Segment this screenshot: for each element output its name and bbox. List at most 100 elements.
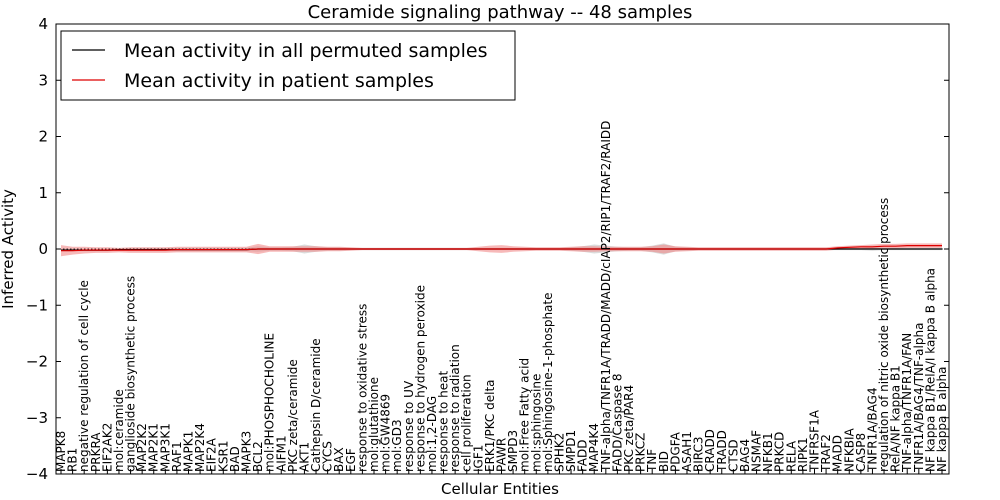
x-tick-label: mol:GD3 [390,419,404,472]
line-series-1 [61,245,942,252]
y-tick-label: 4 [38,15,48,33]
x-tick-label: TNF [645,449,659,473]
x-tick-label: RAF1 [170,441,184,472]
x-tick-label: NFKBIA [842,427,856,472]
x-tick-label: RIPK1 [796,437,810,472]
y-axis-label: Inferred Activity [0,189,17,309]
x-tick-label: response to heat [437,370,451,472]
x-tick-label: CTSD [726,439,740,472]
x-tick-label: TNFRSF1A [808,409,822,473]
x-tick-label: NF kappa B alpha [935,367,949,473]
x-tick-label: TNF-alpha/TNFR1A/FAN [900,333,914,473]
x-tick-label: RelA/NF kappa B1 [889,365,903,472]
x-tick-label: ganglioside biosynthetic process [124,276,138,472]
x-tick-label: IGF1 [471,445,485,472]
x-tick-label: mol:PHOSPHOCHOLINE [263,333,277,472]
plot-frame [55,23,950,475]
x-tick-label: NSMAF [750,430,764,472]
legend-box [60,30,516,101]
y-tick-label: −2 [26,353,48,371]
x-tick-label: EGF [344,448,358,472]
x-tick-label: KSR1 [216,441,230,472]
x-tick-label: MAPK8 [54,431,68,472]
x-tick-label: MAP2K4 [193,423,207,472]
x-tick-label: PKC zeta/PAR4 [622,385,636,472]
x-tick-label: regulation of nitric oxide biosynthetic … [877,198,891,472]
x-tick-label: SPHK2 [553,433,567,472]
x-tick-label: PAWR [495,438,509,472]
x-tick-label: PRKCD [773,432,787,472]
x-tick-label: ERK1/PKC delta [483,379,497,472]
x-axis-label: Cellular Entities [441,480,559,498]
legend-label-permuted: Mean activity in all permuted samples [124,40,487,62]
x-tick-label: TNFR1A/BAG4 [865,387,879,473]
x-tick-label: TRAF2 [819,434,833,473]
x-tick-label: response to hydrogen peroxide [413,285,427,472]
x-tick-label: mol:glutathione [367,377,381,472]
x-tick-label: MAPK3 [240,431,254,472]
x-tick-label: negative regulation of cell cycle [77,280,91,472]
x-tick-label: ASAH1 [680,431,694,472]
x-tick-label: BCL2 [251,441,265,472]
x-tick-label: FADD [576,440,590,473]
y-tick-label: 0 [38,240,48,258]
x-tick-label: CASP8 [854,433,868,472]
x-tick-label: cell proliferation [460,374,474,472]
x-tick-label: AKT1 [297,442,311,472]
x-tick-label: response to oxidative stress [355,304,369,472]
x-tick-label: BAG4 [738,439,752,472]
x-tick-label: TNF-alpha/TNFR1A/TRADD/MADD/cIAP2/RIP1/T… [599,121,613,473]
x-tick-label: MAP3K1 [158,423,172,472]
x-tick-label: mol:ceramide [112,389,126,472]
y-tick-label: −4 [26,465,48,483]
x-tick-label: SMPD3 [506,430,520,472]
x-tick-label: EIF2AK2 [100,423,114,472]
y-tick-label: 2 [38,128,48,146]
x-tick-label: PRKCZ [634,433,648,472]
y-tick-label: −1 [26,296,48,314]
x-tick-label: response to UV [402,380,416,472]
x-tick-label: EIF2A [205,437,219,472]
x-tick-label: TRADD [715,430,729,473]
x-tick-label: BIRC3 [692,436,706,472]
x-tick-label: RB1 [66,448,80,472]
x-tick-label: BAX [332,447,346,472]
x-tick-label: NF kappa B1/RelA/I kappa B alpha [923,268,937,472]
x-tick-label: mol:GW4869 [379,394,393,472]
x-tick-label: mol:1,2-DAG [425,396,439,472]
y-tick-label: −3 [26,409,48,427]
y-tick-labels: 4 3 2 1 0 −1 −2 −3 −4 [26,15,48,483]
x-tick-label: mol:sphingosine [529,374,543,472]
x-tick-label: MAP2K2 [135,423,149,472]
x-tick-label: FADD/Caspase 8 [610,373,624,472]
x-tick-label: CRADD [703,429,717,472]
tick-layer [56,23,949,475]
x-tick-label: BAD [228,446,242,472]
y-tick-label: 3 [38,71,48,89]
x-tick-label: MAPK1 [182,431,196,472]
x-tick-label: Cathepsin D/ceramide [309,338,323,472]
x-tick-label: CYCS [321,441,335,472]
y-tick-label: 1 [38,184,48,202]
x-tick-label: TNFR1A/BAG4/TNF-alpha [912,323,926,473]
x-tick-label: response to radiation [448,344,462,472]
x-tick-label: AIFM1 [274,435,288,472]
legend-label-patient: Mean activity in patient samples [124,70,434,92]
x-tick-label: MAP4K4 [587,423,601,472]
x-tick-label: SMPD1 [564,430,578,472]
x-tick-label: MADD [831,435,845,472]
x-tick-label: PKC zeta/ceramide [286,359,300,472]
x-tick-label: PRKRA [89,432,103,472]
x-tick-label: BID [657,451,671,472]
line-layer [61,245,942,252]
x-tick-label: NFKB1 [761,432,775,472]
x-tick-label: RELA [784,440,798,472]
x-tick-label: mol:Sphingosine-1-phosphate [541,293,555,473]
x-tick-label: MAP2K1 [147,423,161,472]
x-tick-label: mol:Free Fatty acid [518,358,532,472]
legend: Mean activity in all permuted samples Me… [60,30,516,101]
x-tick-label: PDGFA [668,431,682,472]
